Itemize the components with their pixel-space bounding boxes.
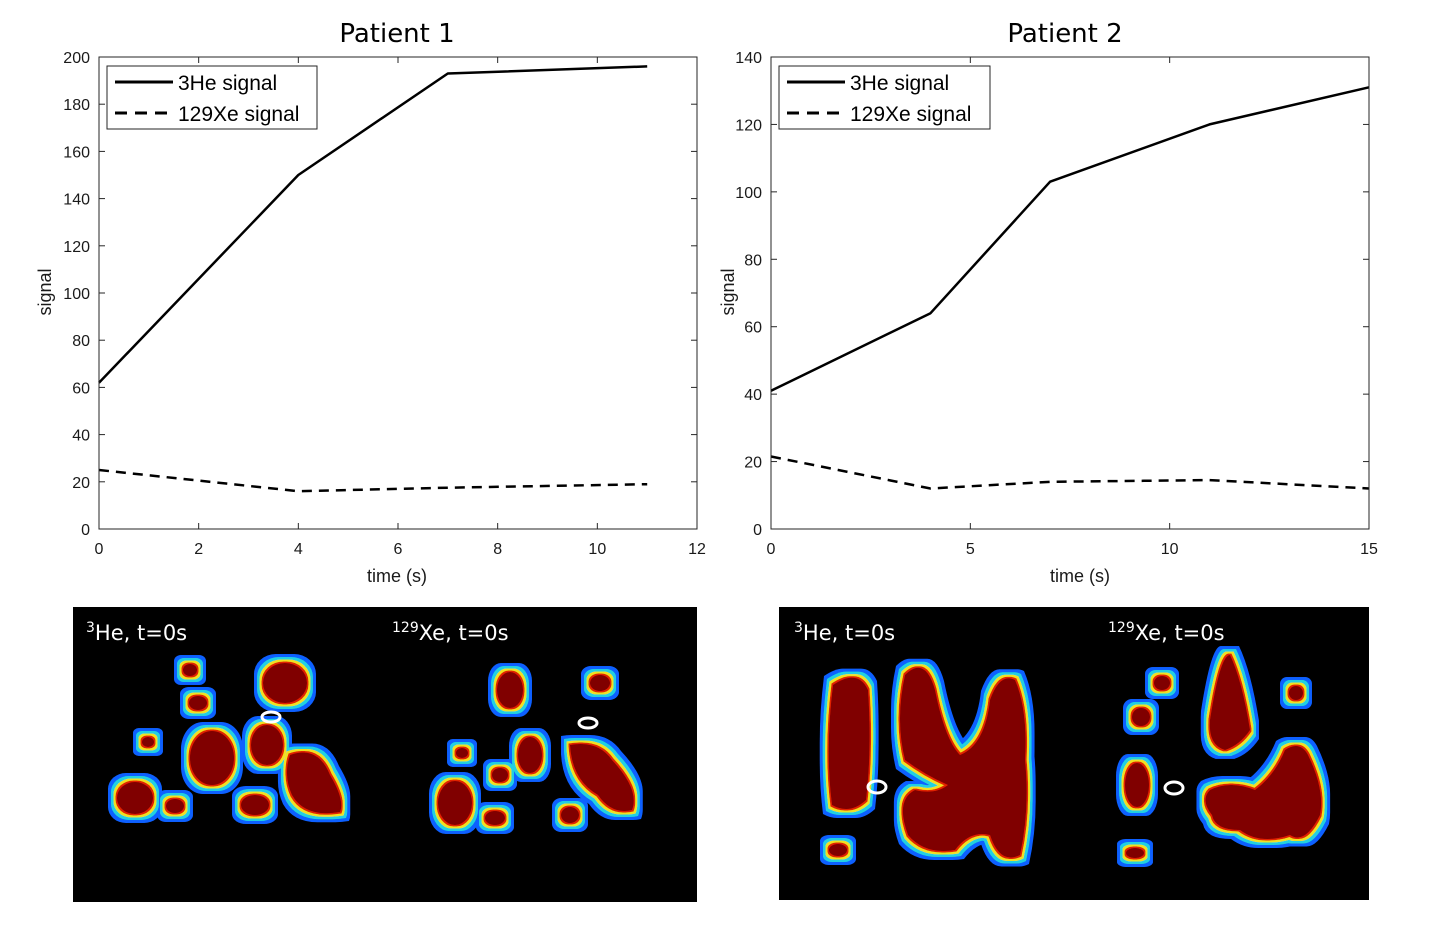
x-tick-label: 8 bbox=[493, 541, 502, 558]
image-label-left: 3He, t=0s bbox=[794, 620, 895, 645]
x-tick-label: 2 bbox=[194, 541, 203, 558]
series-layer bbox=[770, 86, 1370, 490]
x-tick-label: 12 bbox=[688, 541, 706, 558]
x-axis-label: time (s) bbox=[1050, 566, 1110, 586]
x-tick-label: 0 bbox=[767, 541, 776, 558]
y-tick-label: 120 bbox=[63, 239, 90, 256]
x-tick-label: 0 bbox=[95, 541, 104, 558]
image-label-left: 3He, t=0s bbox=[86, 620, 187, 645]
y-tick-label: 100 bbox=[735, 185, 762, 202]
y-axis-label: signal bbox=[718, 268, 738, 315]
y-tick-label: 100 bbox=[63, 286, 90, 303]
mri-panel-patient-1: 3He, t=0s 129Xe, t=0s bbox=[73, 607, 697, 902]
y-tick-label: 0 bbox=[81, 522, 90, 539]
chart-title: Patient 2 bbox=[1007, 19, 1122, 49]
mri-panel-patient-2: 3He, t=0s 129Xe, t=0s bbox=[779, 607, 1369, 900]
roi-marker bbox=[1163, 780, 1185, 796]
series-layer bbox=[98, 65, 648, 493]
chart-patient-2: Patient 2 0 5 10 15 0 20 40 60 80 100 120 140 time … bbox=[718, 19, 1378, 586]
y-tick-label: 80 bbox=[72, 333, 90, 350]
series-line-3he bbox=[98, 65, 648, 384]
x-tick-label: 10 bbox=[588, 541, 606, 558]
series-line-3he bbox=[770, 86, 1370, 392]
3he-ventilation-map bbox=[828, 667, 1027, 858]
y-tick-label: 40 bbox=[744, 387, 762, 404]
legend: 3He signal 129Xe signal bbox=[106, 65, 318, 130]
x-tick-label: 10 bbox=[1161, 541, 1179, 558]
y-tick-label: 20 bbox=[744, 455, 762, 472]
x-tick-label: 4 bbox=[294, 541, 303, 558]
legend-box bbox=[106, 65, 318, 130]
image-label-right: 129Xe, t=0s bbox=[1108, 620, 1225, 645]
roi-marker bbox=[577, 716, 599, 730]
y-tick-label: 0 bbox=[753, 522, 762, 539]
mri-background bbox=[779, 607, 1369, 900]
y-tick-label: 60 bbox=[72, 380, 90, 397]
plot-frame bbox=[770, 56, 1370, 530]
legend-label-3he: 3He signal bbox=[850, 72, 949, 95]
y-tick-label: 140 bbox=[735, 50, 762, 67]
y-tick-label: 20 bbox=[72, 475, 90, 492]
x-axis-label: time (s) bbox=[367, 566, 427, 586]
series-line-129xe bbox=[770, 455, 1370, 490]
129xe-ventilation-map bbox=[1125, 655, 1322, 858]
roi-marker bbox=[866, 779, 888, 795]
legend: 3He signal 129Xe signal bbox=[778, 65, 991, 130]
plot-frame bbox=[98, 56, 698, 530]
y-tick-label: 60 bbox=[744, 320, 762, 337]
129xe-ventilation-map bbox=[438, 672, 634, 825]
x-tick-label: 5 bbox=[966, 541, 975, 558]
y-tick-label: 40 bbox=[72, 428, 90, 445]
y-tick-label: 160 bbox=[63, 144, 90, 161]
tick-layer: 0 5 10 15 0 20 40 60 80 100 120 140 bbox=[735, 50, 1378, 558]
y-axis-label: signal bbox=[35, 268, 55, 315]
y-tick-label: 200 bbox=[63, 50, 90, 67]
chart-patient-1: Patient 1 0 2 4 6 8 10 12020406080100120140160… bbox=[35, 19, 706, 586]
legend-label-129xe: 129Xe signal bbox=[850, 103, 971, 126]
y-tick-label: 180 bbox=[63, 97, 90, 114]
y-tick-label: 140 bbox=[63, 192, 90, 209]
legend-label-129xe: 129Xe signal bbox=[178, 103, 299, 126]
x-tick-label: 15 bbox=[1360, 541, 1378, 558]
roi-marker bbox=[260, 710, 282, 724]
x-tick-label: 6 bbox=[394, 541, 403, 558]
y-tick-label: 120 bbox=[735, 117, 762, 134]
chart-title: Patient 1 bbox=[339, 19, 454, 49]
y-tick-label: 80 bbox=[744, 252, 762, 269]
legend-box bbox=[778, 65, 991, 130]
image-label-right: 129Xe, t=0s bbox=[392, 620, 509, 645]
3he-ventilation-map bbox=[117, 663, 342, 815]
series-line-129xe bbox=[98, 468, 648, 493]
legend-label-3he: 3He signal bbox=[178, 72, 277, 95]
